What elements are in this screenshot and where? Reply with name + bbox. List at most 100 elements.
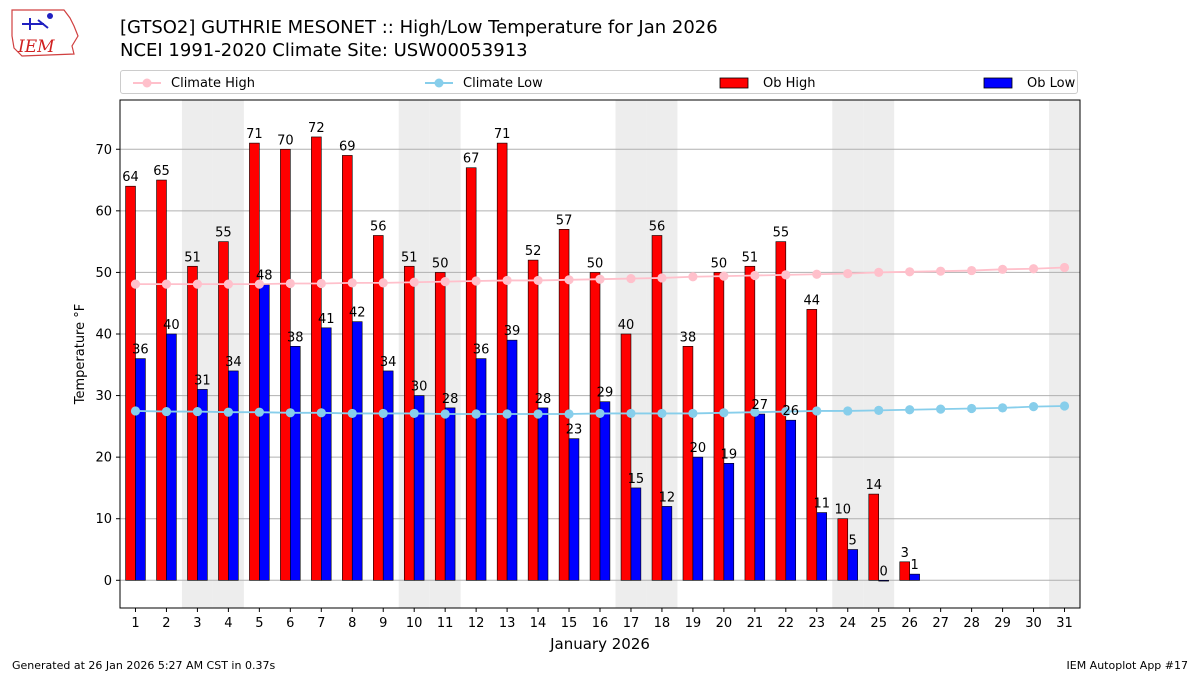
ob-low-bar (568, 438, 580, 581)
legend-label-climate-low: Climate Low (463, 75, 543, 91)
x-tick-label: 19 (685, 616, 702, 631)
ob-low-bar (166, 333, 177, 581)
ob-high-bar (403, 265, 415, 581)
x-tick-label: 24 (839, 616, 856, 631)
x-tick-label: 6 (286, 616, 294, 631)
weekend-shade (863, 100, 895, 608)
ob-low-label: 40 (163, 318, 180, 333)
ob-high-bar (280, 148, 291, 581)
ob-low-label: 5 (849, 534, 857, 549)
ob-low-label: 1 (910, 558, 918, 573)
ob-low-bar (320, 327, 332, 581)
climate-high-point (254, 279, 264, 289)
ob-low-bar (847, 549, 858, 581)
x-tick-label: 22 (778, 616, 795, 631)
legend-item-climate-low: Climate Low (425, 71, 543, 95)
climate-low-line (135, 405, 1065, 415)
legend-swatch-climate-low (425, 78, 453, 88)
ob-low-bar (506, 339, 518, 581)
climate-high-point (192, 279, 203, 289)
climate-low-point (378, 408, 388, 419)
x-tick-label: 12 (468, 616, 485, 631)
weekend-shade (212, 100, 244, 608)
climate-high-point (285, 278, 295, 289)
climate-low-point (440, 409, 450, 419)
ob-high-label: 64 (122, 170, 139, 185)
ob-high-label: 67 (463, 152, 480, 167)
x-axis-label: January 2026 (549, 635, 650, 653)
climate-low-point (161, 406, 172, 417)
ob-low-label: 15 (628, 472, 645, 487)
ob-high-bar (465, 167, 477, 581)
ob-low-label: 42 (349, 306, 366, 321)
climate-low-point (688, 408, 698, 419)
ob-low-bar (754, 413, 766, 581)
weekend-shade (615, 100, 647, 608)
climate-high-point (347, 278, 357, 288)
ob-low-label: 11 (813, 497, 830, 512)
ob-low-bar (909, 573, 920, 581)
ob-high-bar (125, 185, 136, 581)
ob-high-bar (589, 272, 601, 581)
climate-high-point (843, 269, 853, 279)
plot-frame (119, 99, 1081, 609)
ob-low-label: 28 (535, 392, 552, 407)
x-tick-label: 26 (901, 616, 918, 631)
climate-low-point (471, 409, 481, 419)
ob-low-label: 31 (194, 373, 211, 388)
x-tick-label: 13 (499, 616, 516, 631)
climate-low-point (905, 405, 915, 415)
climate-low-point (1059, 401, 1070, 411)
ob-high-bar (187, 265, 198, 581)
climate-high-point (936, 266, 946, 276)
ob-low-bar (785, 419, 797, 581)
legend-swatch-climate-high (133, 78, 161, 88)
climate-low-point (843, 406, 853, 416)
climate-high-point (471, 276, 481, 286)
ob-high-bar (744, 265, 756, 581)
ob-high-bar (249, 142, 260, 581)
ob-high-label: 51 (401, 250, 418, 265)
ob-high-label: 69 (339, 139, 356, 154)
ob-high-bar (651, 235, 663, 581)
iem-logo: IEM (11, 9, 79, 57)
footer-generated: Generated at 26 Jan 2026 5:27 AM CST in … (12, 659, 276, 672)
climate-high-point (657, 273, 667, 283)
x-tick-label: 31 (1056, 616, 1073, 631)
x-tick-label: 1 (131, 616, 139, 631)
ob-high-bar (527, 259, 539, 581)
ob-high-label: 44 (804, 293, 821, 308)
ob-high-label: 14 (865, 478, 882, 493)
climate-low-point (750, 407, 760, 417)
climate-low-point (874, 405, 884, 415)
ob-high-bar (434, 272, 446, 581)
chart-subtitle: NCEI 1991-2020 Climate Site: USW00053913 (120, 40, 528, 61)
x-tick-label: 5 (255, 616, 263, 631)
x-tick-label: 8 (348, 616, 356, 631)
ob-high-bar (496, 142, 508, 581)
ob-high-bar (373, 235, 384, 581)
climate-low-point (936, 404, 946, 414)
climate-low-point (657, 408, 667, 419)
legend-label-climate-high: Climate High (171, 75, 256, 91)
ob-high-label: 50 (711, 256, 728, 271)
legend-label-ob-high: Ob High (763, 75, 816, 91)
ob-low-label: 39 (504, 324, 521, 339)
ob-low-label: 0 (880, 564, 888, 579)
y-tick-label: 0 (104, 574, 112, 589)
ob-high-label: 38 (680, 330, 697, 345)
climate-high-point (502, 275, 512, 286)
weekend-shade (832, 100, 864, 608)
ob-low-bar (475, 358, 487, 581)
ob-low-label: 38 (287, 330, 304, 345)
ob-low-label: 19 (721, 447, 738, 462)
ob-low-bar (537, 407, 549, 581)
y-tick-label: 50 (95, 266, 112, 281)
ob-high-bar (218, 241, 229, 581)
climate-high-point (223, 279, 233, 289)
climate-high-point (409, 277, 419, 287)
ob-low-label: 26 (782, 404, 799, 419)
x-tick-label: 3 (193, 616, 201, 631)
climate-high-point (626, 273, 636, 284)
